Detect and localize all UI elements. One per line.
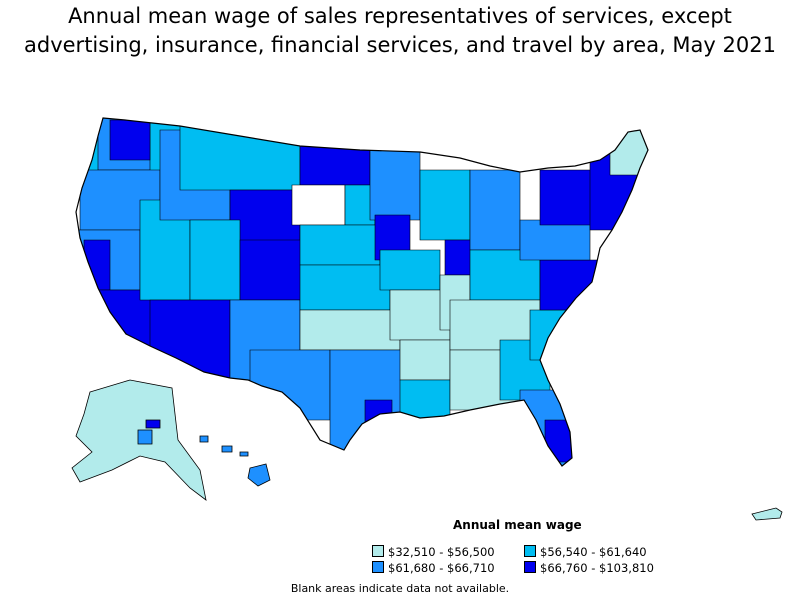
area-arkansas xyxy=(399,339,451,381)
area-south-dakota-nodata xyxy=(291,184,346,226)
title-line-2: advertising, insurance, financial servic… xyxy=(24,33,776,57)
us-outline xyxy=(75,117,649,467)
footnote: Blank areas indicate data not available. xyxy=(290,582,510,595)
area-michigan xyxy=(469,169,521,251)
legend-label: $32,510 - $56,500 xyxy=(388,545,495,559)
area-carolinas xyxy=(529,309,601,361)
legend-title: Annual mean wage xyxy=(453,518,582,532)
area-houston xyxy=(364,399,393,429)
area-california-south xyxy=(89,289,161,361)
legend-label: $56,540 - $61,640 xyxy=(540,545,647,559)
title-line-1: Annual mean wage of sales representative… xyxy=(68,4,732,28)
area-oklahoma xyxy=(299,309,401,351)
legend-label: $61,680 - $66,710 xyxy=(388,561,495,575)
area-virginia-dc xyxy=(539,259,601,311)
legend-item: $61,680 - $66,710 xyxy=(372,561,495,575)
legend-item: $56,540 - $61,640 xyxy=(524,545,647,559)
legend-swatch xyxy=(372,545,384,557)
area-kansas xyxy=(299,264,391,311)
area-utah xyxy=(189,219,241,301)
alaska xyxy=(71,379,207,501)
legend-swatch xyxy=(524,545,536,557)
legend-label: $66,760 - $103,810 xyxy=(540,561,654,575)
legend-item: $32,510 - $56,500 xyxy=(372,545,495,559)
legend-swatch xyxy=(372,561,384,573)
puerto-rico xyxy=(751,507,783,521)
legend-swatch xyxy=(524,561,536,573)
map-title: Annual mean wage of sales representative… xyxy=(0,2,800,60)
area-iowa xyxy=(379,249,441,291)
area-arizona xyxy=(149,299,231,381)
hawaii xyxy=(199,435,271,487)
area-texas-west xyxy=(249,349,331,421)
legend-item: $66,760 - $103,810 xyxy=(524,561,654,575)
area-minnesota xyxy=(369,149,421,221)
area-pennsylvania xyxy=(519,219,591,261)
area-wisconsin xyxy=(419,169,471,241)
area-colorado xyxy=(239,239,311,301)
area-seattle xyxy=(109,119,151,161)
area-nebraska xyxy=(299,224,381,266)
area-bay-area xyxy=(83,239,111,291)
